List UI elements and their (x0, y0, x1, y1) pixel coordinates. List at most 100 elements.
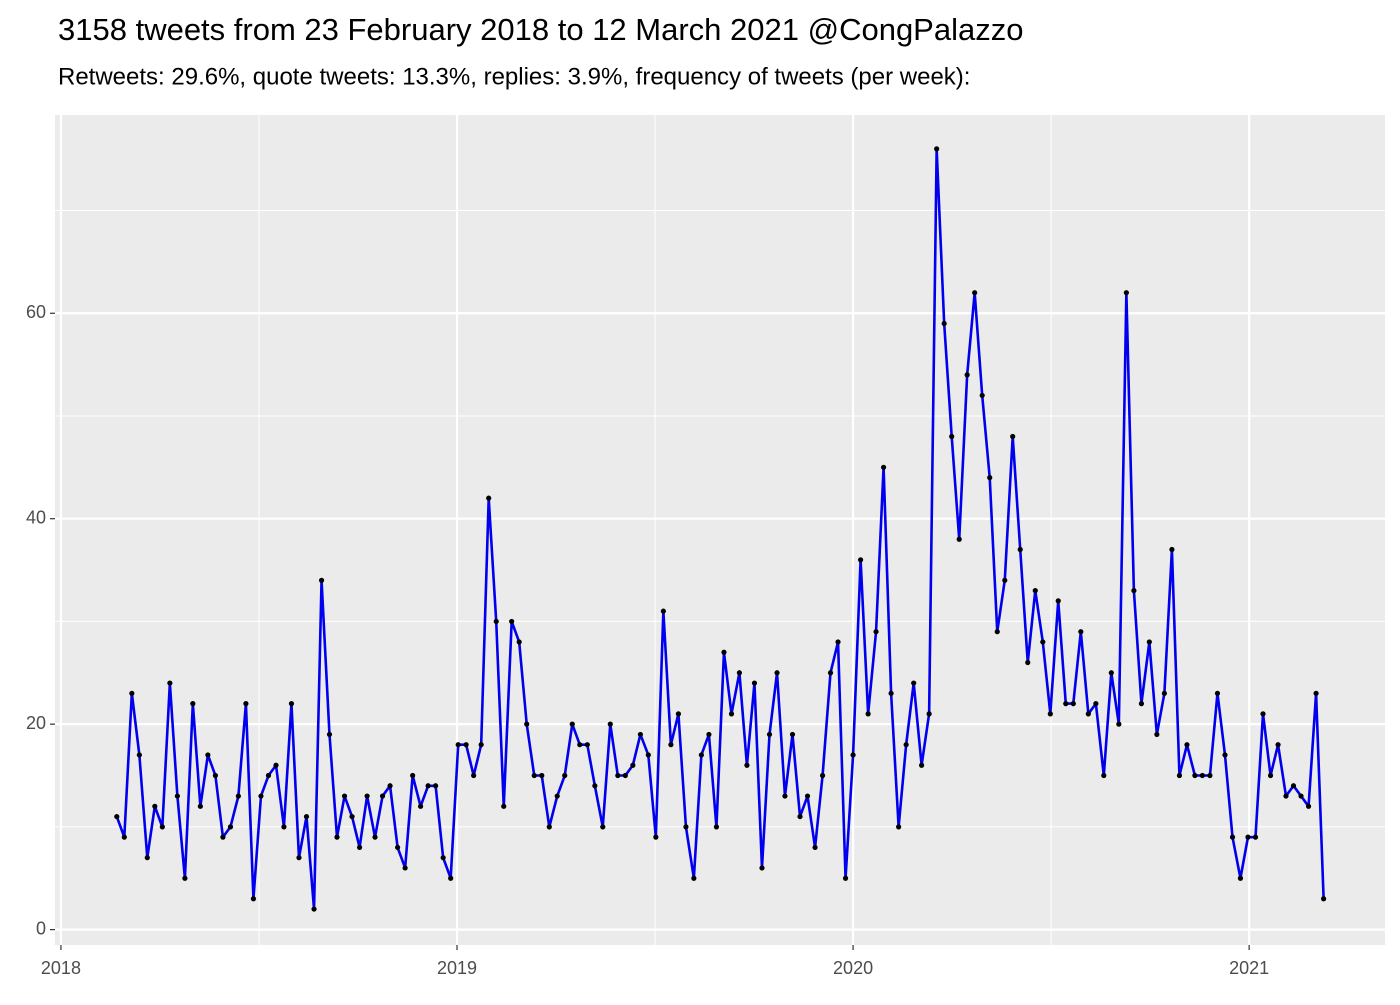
data-point (926, 711, 932, 717)
data-point (1275, 742, 1281, 748)
y-tick-label: 60 (26, 302, 46, 322)
data-point (341, 793, 348, 799)
data-point (220, 834, 226, 840)
data-point (1184, 742, 1190, 748)
data-point (675, 711, 682, 717)
data-point (349, 813, 355, 820)
data-point (356, 844, 363, 851)
data-point (425, 783, 431, 789)
data-point (174, 793, 180, 799)
data-point (1222, 752, 1228, 758)
data-point (1283, 793, 1289, 799)
x-tick-label: 2019 (437, 958, 477, 978)
plot-panel (55, 115, 1385, 945)
data-point (584, 742, 590, 748)
data-point (706, 731, 712, 738)
data-point (721, 649, 727, 655)
chart-title: 3158 tweets from 23 February 2018 to 12 … (58, 12, 1023, 47)
data-point (835, 639, 841, 645)
data-point (637, 731, 643, 738)
data-point (1298, 793, 1304, 799)
data-point (235, 793, 241, 799)
data-point (394, 844, 401, 851)
data-point (524, 721, 530, 727)
data-point (509, 618, 515, 625)
data-point (979, 392, 985, 399)
data-point (182, 875, 188, 881)
data-point (197, 803, 203, 809)
data-point (713, 824, 720, 830)
data-point (728, 711, 735, 717)
data-point (1002, 577, 1008, 583)
data-point (448, 875, 454, 881)
data-point (546, 824, 552, 830)
data-point (744, 762, 750, 768)
data-point (402, 865, 408, 871)
data-point (1169, 546, 1175, 553)
data-point (911, 680, 917, 686)
data-point (190, 701, 196, 707)
data-point (698, 752, 704, 758)
data-point (114, 813, 120, 820)
data-point (903, 742, 909, 748)
data-point (167, 680, 173, 686)
data-point (1138, 701, 1145, 707)
data-point (1260, 711, 1266, 717)
data-point (463, 742, 469, 748)
data-point (433, 783, 439, 789)
data-point (691, 875, 697, 881)
data-point (478, 742, 484, 748)
data-point (1313, 690, 1319, 696)
data-point (683, 824, 689, 830)
data-point (577, 742, 583, 748)
data-point (1116, 721, 1122, 727)
data-point (1321, 896, 1327, 902)
data-point (819, 772, 826, 779)
data-point (1078, 629, 1084, 635)
data-point (1055, 598, 1061, 604)
data-point (949, 433, 955, 440)
data-point (364, 793, 370, 799)
data-point (334, 834, 340, 840)
x-tick-label: 2021 (1229, 958, 1269, 978)
data-point (1017, 546, 1023, 553)
data-point (873, 629, 879, 635)
data-point (455, 742, 461, 748)
chart-subtitle: Retweets: 29.6%, quote tweets: 13.3%, re… (58, 63, 970, 90)
data-point (797, 813, 803, 820)
data-point (1093, 701, 1099, 707)
data-point (789, 731, 796, 738)
data-point (311, 906, 317, 912)
data-point (1047, 711, 1053, 717)
data-point (539, 772, 545, 779)
data-point (842, 875, 849, 881)
data-point (531, 772, 537, 779)
data-point (250, 896, 257, 902)
data-point (880, 464, 887, 470)
data-point (440, 855, 446, 861)
data-point (653, 834, 659, 840)
data-point (766, 731, 773, 738)
data-point (273, 762, 279, 768)
data-point (1070, 701, 1076, 707)
data-point (964, 372, 970, 378)
data-point (379, 793, 386, 799)
data-point (1032, 588, 1038, 594)
data-point (668, 742, 674, 748)
data-point (858, 557, 864, 563)
data-point (1214, 690, 1221, 696)
x-tick-label: 2018 (41, 958, 81, 978)
data-point (486, 495, 492, 501)
data-point (1063, 701, 1069, 707)
data-point (296, 855, 302, 861)
data-point (600, 824, 606, 830)
data-point (1146, 639, 1152, 645)
data-point (554, 793, 560, 799)
data-point (288, 701, 295, 707)
data-point (972, 290, 978, 296)
y-tick-label: 20 (26, 713, 46, 733)
data-point (607, 721, 613, 727)
data-point (759, 865, 765, 871)
data-point (1252, 834, 1259, 840)
